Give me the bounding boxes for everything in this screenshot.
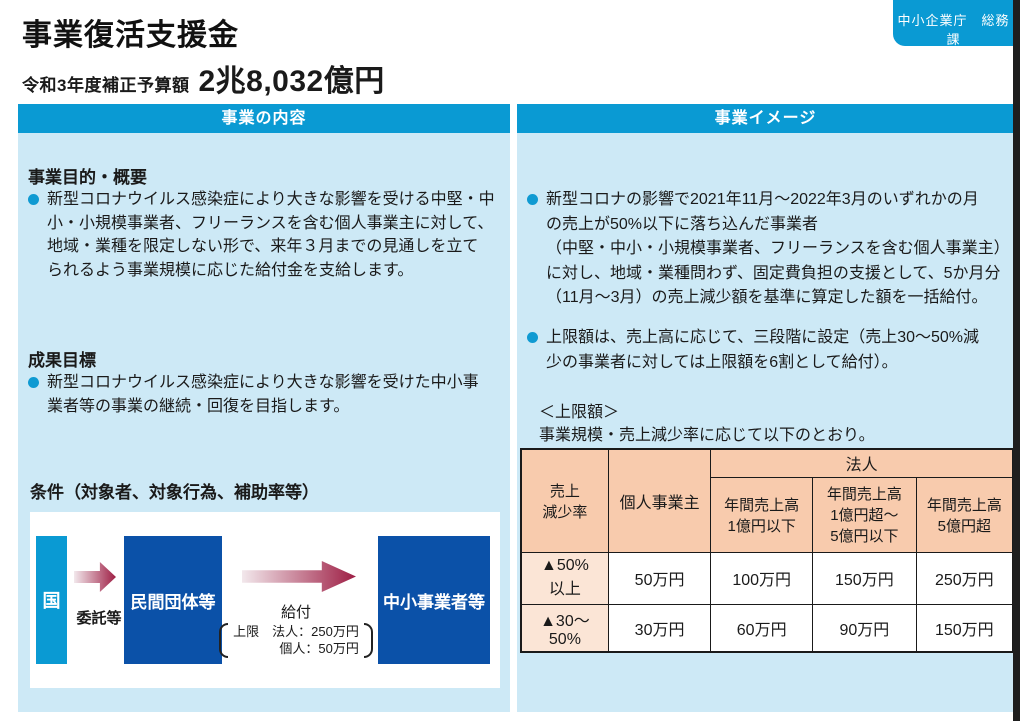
- image-bullet-2: 上限額は、売上高に応じて、三段階に設定（売上30～50%減 少の事業者に対しては…: [527, 326, 1013, 375]
- node-government: 国: [36, 536, 67, 664]
- cell-value: 150万円: [915, 603, 1014, 653]
- image-bullet-1: 新型コロナの影響で2021年11月～2022年3月のいずれかの月 の売上が50%…: [527, 188, 1013, 311]
- grant-label-group: 給付 上限 法人：250万円 個人：50万円: [216, 601, 376, 658]
- node-sme: 中小事業者等: [378, 536, 490, 664]
- page-edge-strip: [1013, 0, 1020, 721]
- grant-cap-text: 上限 法人：250万円 個人：50万円: [233, 624, 359, 656]
- th-revenue-under-1: 年間売上高 1億円以下: [710, 476, 814, 553]
- panel-business-image: 事業イメージ 新型コロナの影響で2021年11月～2022年3月のいずれかの月 …: [517, 104, 1014, 712]
- left-paren-icon: [219, 623, 229, 658]
- purpose-heading: 事業目的・概要: [28, 168, 147, 187]
- cell-rate-50: ▲50% 以上: [520, 551, 609, 605]
- right-paren-icon: [363, 623, 373, 658]
- delegation-label: 委託等: [76, 610, 122, 627]
- cap-table-title: ＜上限額＞: [539, 404, 620, 421]
- cell-value: 250万円: [915, 551, 1014, 605]
- table-row: ▲30～ 50% 30万円 60万円 90万円 150万円: [520, 603, 1014, 653]
- grant-arrow-icon: [242, 561, 356, 592]
- bullet-dot-icon: [527, 332, 538, 343]
- budget-label: 令和3年度補正予算額: [22, 76, 190, 95]
- agency-badge: 中小企業庁 総務課: [893, 0, 1014, 47]
- grant-label: 給付: [280, 604, 311, 621]
- outcome-heading: 成果目標: [28, 351, 96, 370]
- cell-value: 150万円: [812, 551, 917, 605]
- cell-value: 50万円: [607, 551, 712, 605]
- page-title: 事業復活支援金: [22, 19, 239, 52]
- node-private-org: 民間団体等: [124, 536, 222, 664]
- panel-business-content: 事業の内容 事業目的・概要 新型コロナウイルス感染症により大きな影響を受ける中堅…: [18, 104, 510, 712]
- cell-value: 30万円: [607, 603, 712, 653]
- cell-value: 90万円: [812, 603, 917, 653]
- grant-cap-bracket: 上限 法人：250万円 個人：50万円: [219, 623, 373, 658]
- bullet-dot-icon: [28, 377, 39, 388]
- purpose-bullet: 新型コロナウイルス感染症により大きな影響を受ける中堅・中 小・小規模事業者、フリ…: [28, 188, 506, 282]
- delegation-arrow-icon: [74, 562, 116, 592]
- th-revenue-1-to-5: 年間売上高 1億円超～ 5億円以下: [812, 476, 917, 553]
- table-row: ▲50% 以上 50万円 100万円 150万円 250万円: [520, 551, 1014, 605]
- cap-table-subtitle: 事業規模・売上減少率に応じて以下のとおり。: [539, 427, 875, 444]
- budget-line: 令和3年度補正予算額 2兆8,032億円: [22, 56, 385, 100]
- bullet-dot-icon: [527, 194, 538, 205]
- cell-value: 100万円: [710, 551, 814, 605]
- th-corporate: 法人: [710, 448, 1014, 478]
- panel-right-header: 事業イメージ: [517, 104, 1014, 133]
- cell-value: 60万円: [710, 603, 814, 653]
- flow-diagram: 国 委託等 民間団体等 給付: [30, 512, 500, 688]
- panel-left-header: 事業の内容: [18, 104, 510, 133]
- cap-table: 売上 減少率 個人事業主 法人 年間売上高 1億円以下 年間売上高 1億円超～ …: [520, 448, 1014, 653]
- budget-amount: 2兆8,032億円: [198, 65, 385, 98]
- purpose-text: 新型コロナウイルス感染症により大きな影響を受ける中堅・中 小・小規模事業者、フリ…: [47, 191, 495, 279]
- th-individual: 個人事業主: [607, 448, 712, 553]
- image-bullet-1-text: 新型コロナの影響で2021年11月～2022年3月のいずれかの月 の売上が50%…: [546, 191, 1010, 306]
- image-bullet-2-text: 上限額は、売上高に応じて、三段階に設定（売上30～50%減 少の事業者に対しては…: [546, 329, 980, 371]
- cell-rate-30-50: ▲30～ 50%: [520, 603, 609, 653]
- th-sales-decline: 売上 減少率: [520, 448, 609, 553]
- outcome-bullet: 新型コロナウイルス感染症により大きな影響を受けた中小事 業者等の事業の継続・回復…: [28, 371, 506, 418]
- conditions-heading: 条件（対象者、対象行為、補助率等）: [30, 483, 319, 502]
- th-revenue-over-5: 年間売上高 5億円超: [915, 476, 1014, 553]
- bullet-dot-icon: [28, 194, 39, 205]
- outcome-text: 新型コロナウイルス感染症により大きな影響を受けた中小事 業者等の事業の継続・回復…: [47, 374, 479, 415]
